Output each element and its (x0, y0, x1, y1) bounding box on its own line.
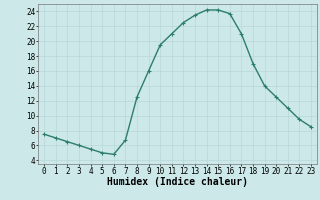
X-axis label: Humidex (Indice chaleur): Humidex (Indice chaleur) (107, 177, 248, 187)
